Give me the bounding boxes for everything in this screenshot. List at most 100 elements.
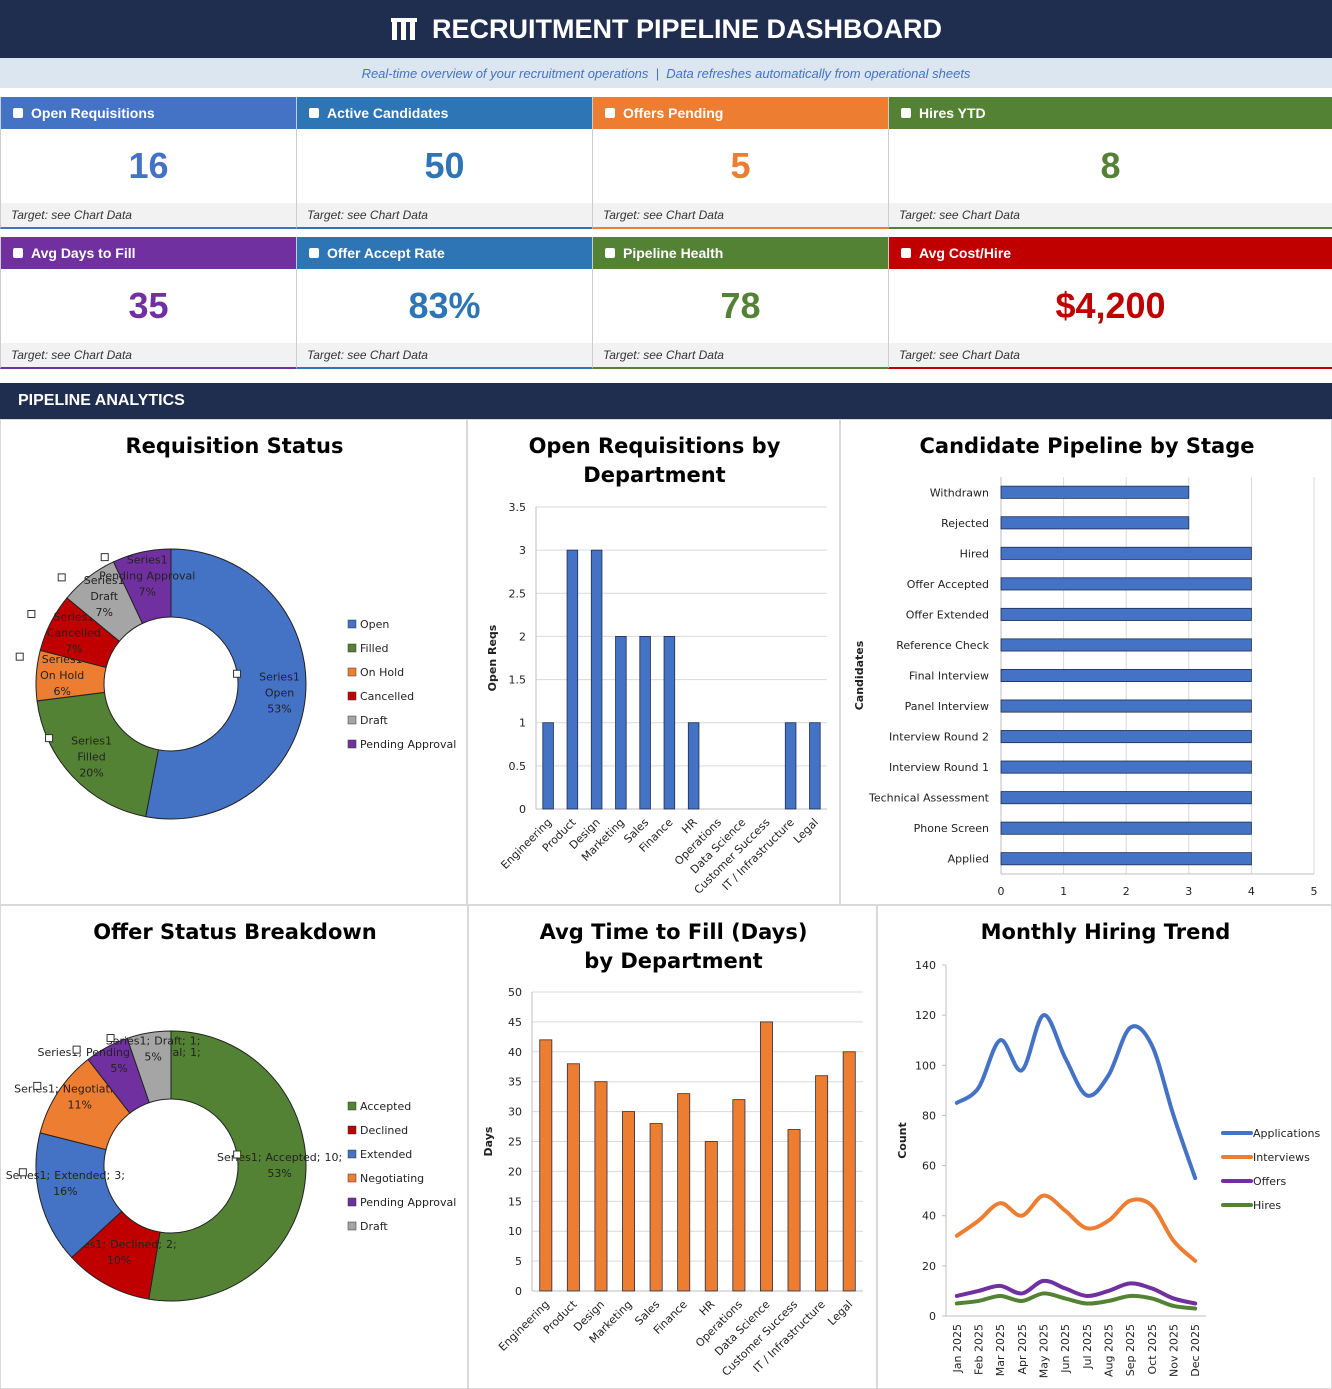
chart-title: Open Requisitions by Department	[528, 434, 781, 487]
label-marker	[18, 1168, 27, 1177]
legend-label: Applications	[1253, 1127, 1320, 1140]
label-separator: ;	[258, 1151, 262, 1164]
kpi-label: Offer Accept Rate	[327, 245, 445, 261]
kpi-target: Target: see Chart Data	[889, 343, 1332, 367]
kpi-value: 8	[1100, 145, 1121, 186]
label-marker	[45, 734, 54, 743]
label-marker	[57, 573, 66, 582]
data-label-part: 7%	[95, 606, 112, 619]
chart: Series1 Open 53% Series1 Filled 20% Series1 On …	[15, 548, 456, 820]
y-tick-label: 35	[508, 1076, 522, 1089]
y-tick-label: Withdrawn	[930, 486, 989, 499]
legend-label: On Hold	[360, 666, 404, 679]
kpi-header: Hires YTD	[889, 97, 1332, 129]
data-label: Series1 Draft 7%	[84, 574, 125, 619]
chart-panel: 0 20 40 60 80 100 120 140 Count Jan 2025 Feb 2025 M…	[877, 905, 1332, 1389]
kpi-icon	[309, 248, 319, 258]
y-tick-label: 120	[915, 1009, 936, 1022]
kpi-value: 16	[128, 145, 169, 186]
legend-swatch	[347, 739, 357, 749]
data-label-part: Series1	[37, 1046, 78, 1059]
y-tick-label: 3	[519, 544, 526, 557]
kpi-value: 5	[730, 145, 751, 186]
data-label-value: 10	[325, 1151, 339, 1164]
kpi-value: 50	[424, 145, 465, 186]
x-tick-label: Jun 2025	[1059, 1324, 1072, 1374]
bar	[677, 1093, 691, 1292]
y-tick-label: Technical Assessment	[868, 792, 990, 805]
x-tick-label: 4	[1248, 885, 1255, 898]
kpi-card: Pipeline Health 78 Target: see Chart Data	[592, 237, 888, 369]
chart-title: Candidate Pipeline by Stage	[919, 434, 1255, 458]
data-label-value: 1	[190, 1034, 197, 1047]
y-tick-label: 60	[922, 1160, 936, 1173]
y-tick-label: 0	[519, 803, 526, 816]
data-label-part: Pending Approval	[99, 570, 195, 583]
chart-title: Avg Time to Fill (Days) by Department	[539, 920, 808, 973]
data-label-part: On Hold	[40, 669, 84, 682]
data-label-part: Open	[265, 686, 294, 699]
bar	[1000, 577, 1252, 591]
data-label-part: Series1	[71, 735, 112, 748]
donut-slice	[148, 1030, 307, 1302]
kpi-card: Open Requisitions 16 Target: see Chart Dat…	[0, 97, 296, 229]
legend-label: Declined	[360, 1124, 408, 1137]
chart-title: Requisition Status	[125, 434, 344, 458]
data-label-part: 53%	[267, 702, 291, 715]
bar	[590, 549, 603, 810]
kpi-icon	[13, 108, 23, 118]
legend-label: Filled	[360, 642, 388, 655]
line-series	[954, 1193, 1198, 1263]
kpi-header: Pipeline Health	[593, 237, 888, 269]
kpi-label: Avg Days to Fill	[31, 245, 136, 261]
chart-panel: Series1 Open 53% Series1 Filled 20% Series1 On …	[0, 419, 467, 905]
legend-label: Interviews	[1253, 1151, 1310, 1164]
label-marker	[233, 1150, 242, 1159]
kpi-icon	[309, 108, 319, 118]
data-label-part: Accepted	[266, 1151, 317, 1164]
label-marker	[106, 1033, 115, 1042]
data-label: Series1; Draft; 1; 5%	[106, 1034, 201, 1063]
bar	[542, 722, 554, 810]
y-axis-label: Open Reqs	[486, 624, 499, 691]
y-tick-label: Interview Round 1	[889, 761, 989, 774]
line-series	[954, 1278, 1198, 1306]
label-marker	[100, 553, 109, 562]
bar	[1000, 791, 1252, 805]
chart-title: Monthly Hiring Trend	[980, 920, 1231, 944]
x-tick-label: Dec 2025	[1189, 1324, 1202, 1377]
y-tick-label: 80	[922, 1109, 936, 1122]
y-tick-label: 2.5	[509, 587, 527, 600]
x-tick-label: Legal	[791, 816, 821, 846]
y-tick-label: 100	[915, 1059, 936, 1072]
y-tick-label: 2	[519, 630, 526, 643]
kpi-card: Avg Cost/Hire $4,200 Target: see Chart Dat…	[888, 237, 1332, 369]
kpi-label: Pipeline Health	[623, 245, 724, 261]
y-tick-label: 15	[508, 1195, 522, 1208]
chart-panel: 0 0.5 1 1.5 2 2.5 3 3.5 Open Reqs Engineering Prod…	[467, 419, 840, 905]
bar	[566, 549, 579, 810]
label-separator: ;	[47, 1169, 51, 1182]
y-tick-label: Rejected	[941, 517, 989, 530]
kpi-header: Open Requisitions	[1, 97, 296, 129]
label-marker	[15, 652, 24, 661]
label-separator: ;	[182, 1034, 186, 1047]
chart-panel: Series1;Accepted;10;53%Series1;Declined;…	[0, 905, 468, 1389]
data-label-part: Series1	[84, 574, 125, 587]
data-label: Series1 Open 53%	[259, 670, 300, 715]
kpi-icon	[605, 108, 615, 118]
legend-swatch	[347, 1125, 357, 1135]
label-separator: ;	[173, 1238, 177, 1251]
legend-label: Pending Approval	[360, 738, 456, 751]
bar	[784, 722, 797, 810]
legend-label: Hires	[1253, 1199, 1281, 1212]
kpi-header: Offers Pending	[593, 97, 888, 129]
legend-swatch	[347, 1197, 357, 1207]
x-tick-label: HR	[697, 1298, 718, 1319]
y-axis-label: Count	[896, 1122, 909, 1159]
section-bar: PIPELINE ANALYTICS	[0, 383, 1332, 419]
donut-slice	[112, 548, 172, 625]
kpi-target: Target: see Chart Data	[593, 343, 888, 367]
